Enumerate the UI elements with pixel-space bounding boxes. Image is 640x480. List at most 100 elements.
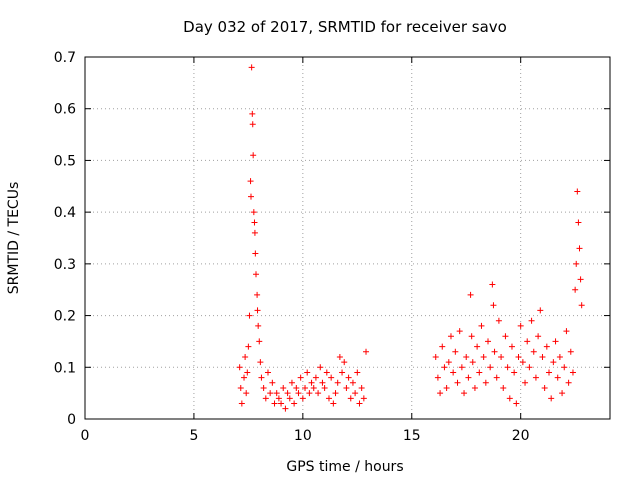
data-point [358,384,365,391]
data-point [506,395,513,402]
data-point [252,250,259,257]
data-point [341,359,348,366]
data-point [242,353,249,360]
data-point [535,333,542,340]
data-point [469,359,476,366]
data-point [569,369,576,376]
data-point [317,364,324,371]
data-point [474,343,481,350]
data-point [245,343,252,350]
data-point [550,359,557,366]
data-point [543,343,550,350]
data-point [315,390,322,397]
data-point [237,384,244,391]
data-point [468,333,475,340]
y-tick-label: 0.7 [54,50,76,66]
data-point [526,364,533,371]
x-tick-label: 0 [81,428,90,444]
data-point [552,338,559,345]
data-point [250,209,257,216]
data-point [267,390,274,397]
data-point [556,353,563,360]
data-point [476,369,483,376]
data-point [334,379,341,386]
data-point [258,374,265,381]
data-point [573,260,580,267]
data-point [511,369,518,376]
y-tick-label: 0.2 [54,309,76,325]
data-point [248,64,255,71]
data-point [517,322,524,329]
data-point [495,317,502,324]
data-point [445,359,452,366]
data-point [282,405,289,412]
data-point [465,374,472,381]
data-point [508,343,515,350]
data-point [502,333,509,340]
data-point [437,390,444,397]
data-point [537,307,544,314]
data-point [363,348,370,355]
data-point [577,276,584,283]
data-point [249,121,256,128]
data-point [332,390,339,397]
data-point [463,353,470,360]
data-point [254,291,261,298]
data-point [264,369,271,376]
data-point [354,369,361,376]
data-point [528,317,535,324]
data-point [254,307,261,314]
data-point [343,384,350,391]
x-axis-label: GPS time / hours [286,459,403,475]
data-point [253,271,260,278]
data-point [548,395,555,402]
data-point [541,384,548,391]
data-point [319,379,326,386]
data-point [480,353,487,360]
data-point [561,364,568,371]
data-point [467,291,474,298]
data-point [339,369,346,376]
data-point [493,374,500,381]
data-point [450,369,457,376]
x-tick-label: 5 [189,428,198,444]
y-tick-label: 0.5 [54,153,76,169]
data-point [323,369,330,376]
data-point [255,322,262,329]
y-tick-label: 0.3 [54,257,76,273]
data-point [575,219,582,226]
data-point [578,302,585,309]
data-point [524,338,531,345]
data-point [251,229,258,236]
data-point [257,359,264,366]
data-point [238,400,245,407]
data-point [447,333,454,340]
data-point [286,395,293,402]
data-point [360,395,367,402]
data-point [273,390,280,397]
data-point [297,374,304,381]
data-point [565,379,572,386]
data-point [304,369,311,376]
data-point [308,379,315,386]
data-point [461,390,468,397]
chart-title: Day 032 of 2017, SRMTID for receiver sav… [183,18,507,36]
data-point [563,328,570,335]
data-point [471,384,478,391]
data-point [482,379,489,386]
data-point [491,348,498,355]
data-point [434,374,441,381]
data-point [352,390,359,397]
data-point [574,188,581,195]
data-point [572,286,579,293]
data-point [247,193,254,200]
data-point [349,379,356,386]
x-tick-label: 15 [403,428,421,444]
y-tick-label: 0.4 [54,205,76,221]
axis-ticks: 0 5 10 15 20 0 0.1 0.2 0.3 0.4 0.5 0.6 0.7 [54,50,610,444]
data-point [454,379,461,386]
data-point [347,395,354,402]
data-point [330,400,337,407]
data-point [280,384,287,391]
